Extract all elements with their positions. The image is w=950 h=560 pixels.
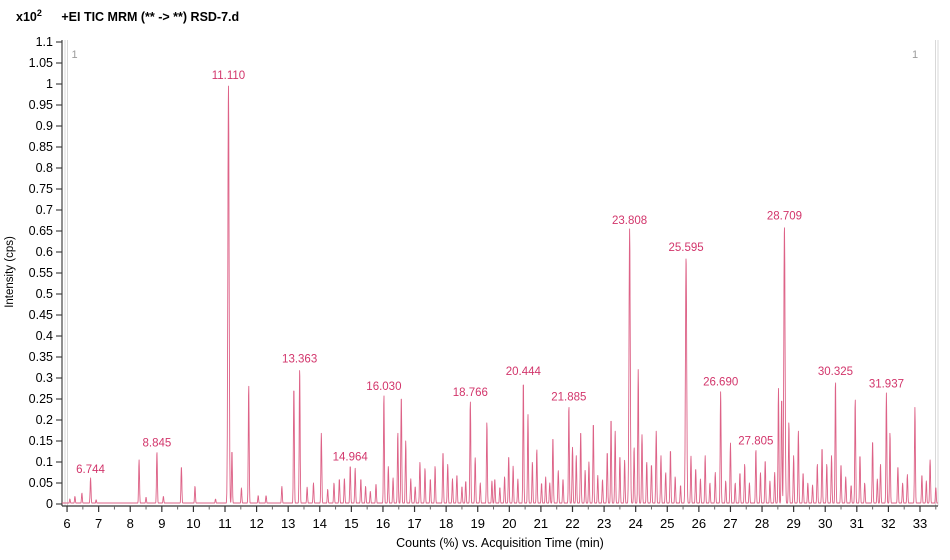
y-axis: 0 0.05 0.1 0.15 0.2 0.25 0.3 0.35 0.4 0.45 0.5 0.55… — [29, 35, 62, 511]
x-tick-label: 17 — [407, 516, 421, 531]
y-scale-exponent: 2 — [36, 8, 42, 18]
y-tick-label: 0.2 — [36, 413, 53, 427]
peak-labels: 6.744 8.845 11.110 13.363 14.964 16.030 18.766… — [76, 70, 904, 476]
y-tick-label: 0 — [46, 497, 53, 511]
peak-label: 30.325 — [818, 366, 853, 378]
peak-label: 23.808 — [612, 215, 647, 227]
x-tick-label: 26 — [692, 516, 706, 531]
y-tick-label: 1 — [46, 77, 53, 91]
x-tick-label: 18 — [439, 516, 453, 531]
peak-label: 28.709 — [767, 211, 802, 223]
x-tick-label: 19 — [470, 516, 484, 531]
x-tick-label: 22 — [565, 516, 579, 531]
peak-label: 25.595 — [668, 242, 703, 254]
x-tick-label: 6 — [63, 516, 70, 531]
x-tick-label: 9 — [158, 516, 165, 531]
x-tick-label: 30 — [818, 516, 832, 531]
x-tick-label: 31 — [850, 516, 864, 531]
x-tick-label: 28 — [755, 516, 769, 531]
peak-label: 27.805 — [738, 435, 773, 447]
x-axis-title: Counts (%) vs. Acquisition Time (min) — [396, 536, 604, 550]
peak-label: 14.964 — [333, 451, 369, 463]
peak-label: 11.110 — [212, 70, 245, 82]
pane-marker-left: 1 — [72, 49, 78, 61]
y-tick-label: 0.85 — [29, 140, 53, 154]
x-tick-label: 13 — [281, 516, 295, 531]
x-tick-label: 21 — [534, 516, 548, 531]
peak-label: 16.030 — [366, 381, 401, 393]
x-tick-label: 10 — [186, 516, 200, 531]
y-tick-label: 0.9 — [36, 119, 53, 133]
peak-label: 21.885 — [551, 391, 586, 403]
y-scale-base: x10 — [16, 10, 37, 25]
x-tick-label: 7 — [95, 516, 102, 531]
y-tick-label: 0.35 — [29, 350, 53, 364]
y-tick-label: 0.65 — [29, 224, 53, 238]
y-tick-label: 0.5 — [36, 287, 53, 301]
x-tick-label: 16 — [376, 516, 390, 531]
y-tick-label: 1.1 — [36, 35, 53, 49]
x-tick-label: 20 — [502, 516, 516, 531]
x-tick-label: 8 — [127, 516, 134, 531]
chart-title: x102 +EI TIC MRM (** -> **) RSD-7.d — [16, 8, 239, 24]
y-scale-label: x102 — [16, 8, 42, 25]
peak-label: 8.845 — [143, 438, 172, 450]
x-tick-label: 29 — [786, 516, 800, 531]
peak-label: 31.937 — [869, 379, 904, 391]
y-tick-label: 0.3 — [36, 371, 53, 385]
peak-label: 18.766 — [453, 387, 488, 399]
peak-label: 20.444 — [506, 366, 542, 378]
tic-trace — [61, 85, 939, 504]
y-tick-label: 0.45 — [29, 308, 53, 322]
x-tick-label: 24 — [628, 516, 642, 531]
y-tick-label: 0.15 — [29, 434, 53, 448]
x-tick-label: 27 — [723, 516, 737, 531]
y-tick-label: 1.05 — [29, 56, 53, 70]
y-tick-label: 0.1 — [36, 455, 53, 469]
x-tick-label: 33 — [913, 516, 927, 531]
x-tick-label: 15 — [344, 516, 358, 531]
y-tick-label: 0.75 — [29, 182, 53, 196]
y-tick-label: 0.4 — [36, 329, 53, 343]
y-tick-label: 0.25 — [29, 392, 53, 406]
peak-label: 13.363 — [282, 354, 317, 366]
chart-title-text: +EI TIC MRM (** -> **) RSD-7.d — [61, 10, 240, 25]
y-tick-label: 0.95 — [29, 98, 53, 112]
y-tick-label: 0.05 — [29, 476, 53, 490]
x-tick-label: 12 — [249, 516, 263, 531]
peak-label: 6.744 — [76, 464, 105, 476]
y-tick-label: 0.7 — [36, 203, 53, 217]
x-tick-label: 25 — [660, 516, 674, 531]
peak-label: 26.690 — [703, 377, 738, 389]
x-tick-label: 23 — [597, 516, 611, 531]
y-tick-label: 0.6 — [36, 245, 53, 259]
x-tick-label: 14 — [313, 516, 327, 531]
y-tick-label: 0.55 — [29, 266, 53, 280]
y-tick-label: 0.8 — [36, 161, 53, 175]
x-tick-label: 32 — [881, 516, 895, 531]
x-tick-label: 11 — [218, 516, 232, 531]
x-axis: 6 7 8 9 10 11 12 13 14 15 16 17 18 19 20 21 22 23 24 25 26 27… — [63, 506, 937, 531]
pane-marker-right: 1 — [912, 49, 918, 61]
